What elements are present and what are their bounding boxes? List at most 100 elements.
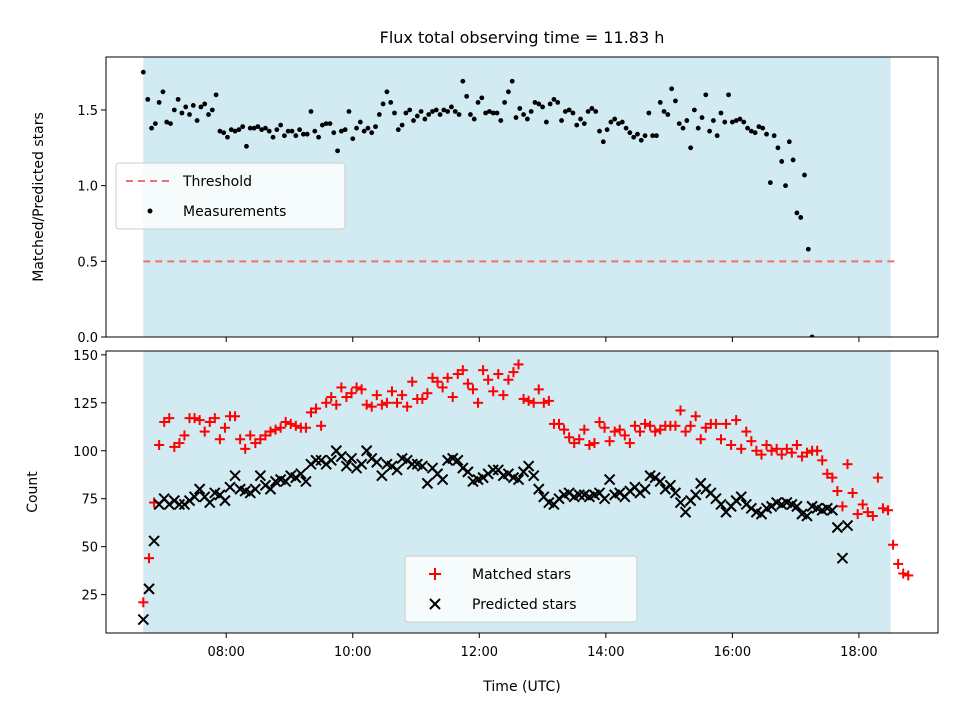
predicted-stars-point xyxy=(791,500,803,513)
measurement-point xyxy=(654,133,659,139)
matched-stars-legend-label: Matched stars xyxy=(472,567,571,583)
predicted-stars-point xyxy=(603,473,616,486)
measurement-point xyxy=(160,89,166,95)
matched-stars-point xyxy=(695,434,706,445)
measurement-point xyxy=(680,125,686,131)
matched-stars-point xyxy=(457,365,468,376)
x-tick-label: 16:00 xyxy=(714,645,751,660)
measurement-point xyxy=(471,116,477,122)
matched-stars-point xyxy=(235,434,246,445)
y-axis-ticks: 0.0 0.5 1.0 1.5 xyxy=(77,104,106,346)
measurement-point xyxy=(619,119,625,125)
measurement-point xyxy=(293,133,299,139)
measurement-point xyxy=(414,113,420,119)
matched-stars-point xyxy=(422,388,433,399)
measurement-point xyxy=(764,131,769,137)
predicted-stars-point xyxy=(335,450,348,463)
matched-stars-point xyxy=(371,390,382,401)
measurement-point xyxy=(502,100,508,105)
y-tick-label: 1.0 xyxy=(77,180,98,195)
y-tick-label: 75 xyxy=(81,493,98,508)
matched-stars-point xyxy=(645,420,656,431)
matched-stars-point xyxy=(260,430,271,441)
measurement-point xyxy=(319,122,325,128)
measurement-point xyxy=(699,115,705,120)
measurement-point xyxy=(684,118,690,123)
measurement-point xyxy=(464,93,470,99)
measurement-point xyxy=(388,100,394,105)
matched-stars-point xyxy=(771,443,782,454)
measurement-point xyxy=(449,104,454,110)
predicted-stars-point xyxy=(669,487,682,499)
measurement-point xyxy=(479,95,485,101)
measurement-point xyxy=(175,96,181,102)
measurement-point xyxy=(748,128,754,134)
matched-stars-point xyxy=(214,434,225,445)
matched-stars-point xyxy=(786,447,797,458)
predicted-stars-point xyxy=(148,535,160,547)
predicted-stars-point xyxy=(841,519,854,532)
measurement-point xyxy=(505,89,511,95)
measurement-point xyxy=(149,125,154,131)
predicted-stars-point xyxy=(300,475,312,488)
x-axis-ticks: 08:00 10:00 12:00 14:00 16:00 18:00 xyxy=(207,633,878,660)
measurement-point xyxy=(669,86,675,92)
measurement-point xyxy=(631,134,637,140)
matched-stars-point xyxy=(179,430,190,441)
measurement-point xyxy=(551,96,557,102)
matched-stars-point xyxy=(559,424,570,435)
measurement-point xyxy=(187,112,192,117)
matched-stars-point xyxy=(250,438,261,449)
matched-stars-point xyxy=(331,399,342,410)
measurement-point xyxy=(232,128,238,134)
predicted-stars-point xyxy=(527,469,540,482)
measurement-point xyxy=(741,119,747,125)
matched-stars-point xyxy=(802,447,813,458)
measurement-point xyxy=(274,127,280,133)
measurement-point xyxy=(411,118,416,123)
matched-stars-point xyxy=(640,418,651,429)
matched-stars-point xyxy=(174,438,185,449)
matched-stars-legend-swatch xyxy=(429,568,441,580)
measurement-point xyxy=(335,148,340,154)
matched-stars-point xyxy=(169,441,180,452)
measurement-point xyxy=(460,78,466,84)
x-axis-label: Time (UTC) xyxy=(482,679,560,695)
matched-stars-point xyxy=(888,539,899,550)
matched-stars-point xyxy=(240,443,251,454)
measurement-point xyxy=(775,145,781,151)
matched-stars-point xyxy=(432,376,443,387)
measurement-point xyxy=(316,134,321,140)
measurement-point xyxy=(733,118,739,123)
measurement-point xyxy=(433,107,439,113)
matched-stars-point xyxy=(867,510,878,521)
matched-stars-point xyxy=(650,426,661,437)
measurement-point xyxy=(304,131,310,137)
measurement-point xyxy=(540,104,545,110)
matched-stars-point xyxy=(164,413,175,424)
matched-stars-point xyxy=(498,390,509,401)
measurement-point xyxy=(354,125,359,131)
predicted-stars-point xyxy=(826,504,839,516)
bottom-legend-box xyxy=(404,555,638,623)
top-legend-box xyxy=(115,162,346,230)
predicted-stars-point xyxy=(219,494,231,507)
measurement-point xyxy=(202,101,208,107)
measurement-point xyxy=(373,124,378,130)
matched-stars-point xyxy=(442,372,453,383)
matched-stars-point xyxy=(614,424,625,435)
measurement-point xyxy=(164,119,170,125)
y-tick-label: 125 xyxy=(73,397,98,412)
measurement-point xyxy=(517,106,523,111)
matched-stars-point xyxy=(781,443,792,454)
x-tick-label: 08:00 xyxy=(207,645,244,660)
measurement-point xyxy=(426,112,432,117)
measurement-point xyxy=(570,110,576,116)
measurement-point xyxy=(198,104,204,110)
measurement-point xyxy=(729,119,735,125)
predicted-stars-point xyxy=(224,481,236,493)
measurement-point xyxy=(604,127,610,133)
measurement-point xyxy=(171,107,177,113)
matched-stars-point xyxy=(599,422,610,433)
measurements-legend-swatch xyxy=(147,208,153,214)
